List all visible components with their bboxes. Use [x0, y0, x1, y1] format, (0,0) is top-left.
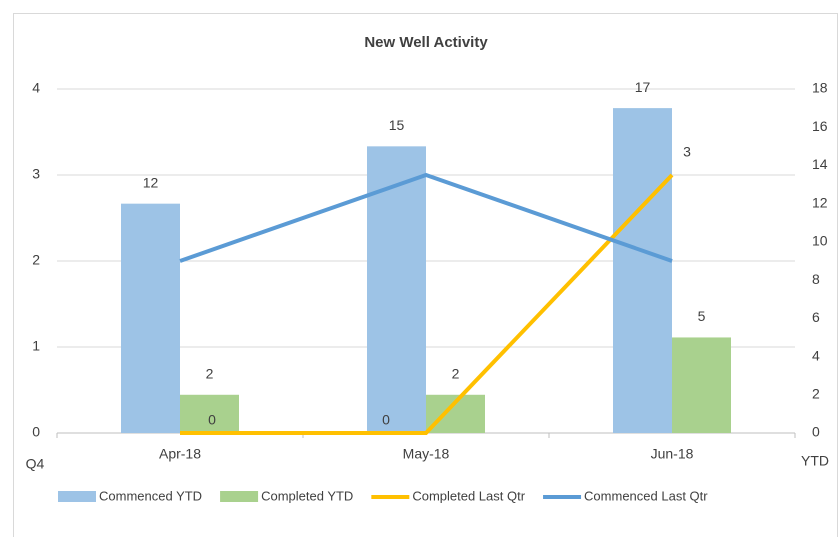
- data-label: 3: [683, 144, 691, 160]
- bar: [180, 394, 239, 433]
- bar: [672, 337, 731, 433]
- legend-label: Completed Last Qtr: [412, 488, 525, 503]
- y2-tick-label: 6: [812, 309, 820, 325]
- data-label: 15: [389, 117, 405, 133]
- data-label: 17: [635, 79, 651, 95]
- y2-axis-label: YTD: [801, 453, 829, 469]
- legend-label: Completed YTD: [261, 488, 353, 503]
- bar: [121, 203, 180, 433]
- legend-swatch: [58, 491, 96, 502]
- legend-label: Commenced Last Qtr: [584, 488, 708, 503]
- y-tick-label: 3: [32, 166, 40, 182]
- legend-label: Commenced YTD: [99, 488, 202, 503]
- data-label: 0: [208, 412, 216, 428]
- y-tick-label: 4: [32, 80, 40, 96]
- data-label: 2: [206, 365, 214, 381]
- y2-tick-label: 10: [812, 233, 828, 249]
- y2-tick-label: 14: [812, 156, 828, 172]
- y2-tick-label: 18: [812, 80, 828, 96]
- line: [180, 173, 674, 435]
- legend-swatch: [220, 491, 259, 502]
- chart-title: New Well Activity: [364, 34, 488, 51]
- bar: [367, 146, 426, 434]
- x-tick-label: Apr-18: [159, 446, 201, 462]
- data-label: 0: [382, 412, 390, 428]
- y-tick-label: 1: [32, 338, 40, 354]
- y2-tick-label: 4: [812, 347, 820, 363]
- x-tick-label: May-18: [403, 446, 450, 462]
- y2-tick-label: 0: [812, 424, 820, 440]
- y-tick-label: 2: [32, 252, 40, 268]
- y2-tick-label: 16: [812, 118, 828, 134]
- line: [179, 172, 673, 263]
- data-label: 5: [698, 308, 706, 324]
- data-label: 12: [143, 174, 159, 190]
- bar: [613, 108, 672, 433]
- data-label: 2: [452, 365, 460, 381]
- y2-tick-label: 8: [812, 271, 820, 287]
- y2-tick-label: 2: [812, 385, 820, 401]
- y-tick-label: 0: [32, 424, 40, 440]
- y-axis-label: Q4: [26, 456, 45, 472]
- y2-tick-label: 12: [812, 194, 828, 210]
- x-tick-label: Jun-18: [651, 446, 694, 462]
